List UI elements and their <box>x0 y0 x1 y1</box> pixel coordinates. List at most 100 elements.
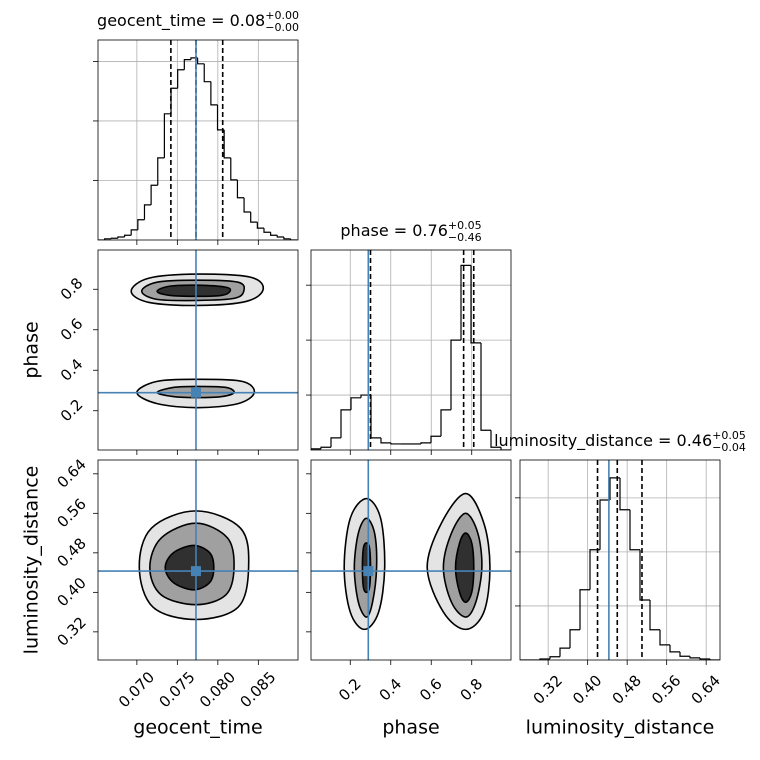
histogram-step <box>110 237 118 239</box>
histogram-step <box>270 232 278 236</box>
panel <box>520 460 720 660</box>
histogram-step <box>150 184 158 205</box>
histogram-step <box>430 435 441 443</box>
panel <box>98 460 298 660</box>
truth-marker <box>190 387 201 398</box>
histogram-step <box>263 228 271 233</box>
histogram-step <box>609 477 620 500</box>
histogram-step <box>450 339 461 410</box>
histogram-step <box>569 629 580 649</box>
panel <box>311 250 511 450</box>
y-axis-label: luminosity_distance <box>21 466 43 655</box>
x-tick-label: 0.6 <box>416 675 446 705</box>
title-sup: +0.05 <box>448 219 482 232</box>
histogram-step <box>390 442 401 445</box>
histogram-step <box>659 629 670 646</box>
axes-frame <box>97 39 299 241</box>
histogram-step <box>289 238 298 240</box>
histogram-step <box>599 499 610 550</box>
panel <box>98 250 298 450</box>
title-main: phase = 0.76 <box>340 221 447 240</box>
histogram-step <box>196 57 205 65</box>
y-tick-label: 0.48 <box>53 534 89 570</box>
histogram-step <box>320 446 331 449</box>
histogram-step <box>709 658 720 660</box>
histogram-step <box>619 477 630 511</box>
title-sub: −0.00 <box>265 21 299 34</box>
histogram-step <box>276 235 284 238</box>
x-tick-label: 0.64 <box>688 671 724 707</box>
panel <box>98 40 298 240</box>
x-tick-label: 0.075 <box>155 668 198 711</box>
title-main: luminosity_distance = 0.46 <box>494 431 712 451</box>
histogram-step <box>143 204 152 220</box>
axes-frame <box>310 249 512 451</box>
panel-title: geocent_time = 0.08+0.00 −0.00 <box>97 9 299 34</box>
histogram-step <box>223 129 231 159</box>
histogram-step <box>311 448 321 450</box>
histogram-step <box>157 157 165 186</box>
x-tick-label: 0.070 <box>115 668 158 711</box>
histogram-step <box>130 229 138 236</box>
histogram-step <box>230 157 238 181</box>
y-tick-label: 0.32 <box>53 613 89 649</box>
histogram-step <box>177 69 185 89</box>
histogram-step <box>699 657 710 660</box>
truth-marker <box>363 566 374 577</box>
histogram-step <box>163 113 172 158</box>
y-tick-label: 0.4 <box>57 355 87 385</box>
histogram-step <box>629 509 640 551</box>
axes-frame <box>310 459 512 661</box>
histogram-step <box>470 265 481 344</box>
x-tick-label: 0.085 <box>236 668 279 711</box>
axes-frame <box>97 249 299 451</box>
histogram-step <box>549 656 560 659</box>
histogram-step <box>689 656 700 659</box>
title-sup: +0.00 <box>265 9 299 22</box>
x-tick-label: 0.48 <box>609 671 645 707</box>
contour <box>454 532 475 604</box>
title-main: geocent_time = 0.08 <box>97 11 265 31</box>
histogram-step <box>380 437 391 444</box>
histogram-step <box>330 437 341 448</box>
histogram-step <box>579 589 590 630</box>
panel-title: phase = 0.76+0.05 −0.46 <box>340 219 481 244</box>
x-tick-label: 0.080 <box>196 668 239 711</box>
histogram-step <box>256 222 264 229</box>
histogram-step <box>480 342 491 431</box>
histogram-step <box>500 447 511 450</box>
truth-marker <box>190 566 201 577</box>
histogram-step <box>370 395 381 439</box>
histogram-step <box>183 59 191 70</box>
x-axis-label: phase <box>382 717 439 739</box>
histogram-step <box>669 644 680 653</box>
y-tick-label: 0.8 <box>57 274 87 304</box>
histogram-step <box>117 236 125 239</box>
histogram-step <box>243 197 251 213</box>
histogram-step <box>360 394 371 398</box>
histogram-step <box>490 430 501 448</box>
histogram-step <box>123 234 132 238</box>
y-tick-label: 0.56 <box>53 495 89 531</box>
histogram-step <box>210 81 218 106</box>
x-tick-label: 0.32 <box>530 671 566 707</box>
y-tick-label: 0.2 <box>57 396 87 426</box>
histogram-step <box>137 219 145 230</box>
histogram-step <box>649 600 660 631</box>
title-sub: −0.46 <box>448 231 482 244</box>
histogram-step <box>559 647 570 657</box>
x-tick-label: 0.8 <box>457 675 487 705</box>
histogram-step <box>203 63 211 83</box>
histogram-step <box>639 549 650 601</box>
histogram-step <box>679 651 690 657</box>
histogram-step <box>420 442 431 444</box>
y-tick-label: 0.6 <box>57 315 87 345</box>
histogram-step <box>250 212 258 223</box>
histogram-step <box>283 237 291 240</box>
x-tick-label: 0.40 <box>569 671 605 707</box>
panel-title: luminosity_distance = 0.46+0.05 −0.04 <box>494 429 746 454</box>
histogram-step <box>236 179 245 199</box>
histogram-step <box>589 549 600 590</box>
histogram-step <box>350 397 361 410</box>
